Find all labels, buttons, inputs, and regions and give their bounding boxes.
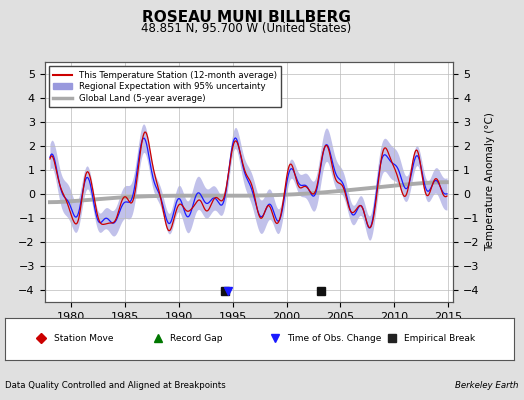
Y-axis label: Temperature Anomaly (°C): Temperature Anomaly (°C): [485, 112, 495, 252]
Legend: This Temperature Station (12-month average), Regional Expectation with 95% uncer: This Temperature Station (12-month avera…: [49, 66, 281, 107]
Text: Record Gap: Record Gap: [170, 334, 223, 343]
Text: Berkeley Earth: Berkeley Earth: [455, 381, 519, 390]
Text: Data Quality Controlled and Aligned at Breakpoints: Data Quality Controlled and Aligned at B…: [5, 381, 226, 390]
Text: Time of Obs. Change: Time of Obs. Change: [287, 334, 381, 343]
Text: 48.851 N, 95.700 W (United States): 48.851 N, 95.700 W (United States): [141, 22, 352, 35]
Text: Station Move: Station Move: [53, 334, 113, 343]
Text: ROSEAU MUNI BILLBERG: ROSEAU MUNI BILLBERG: [142, 10, 351, 25]
Text: Empirical Break: Empirical Break: [404, 334, 475, 343]
